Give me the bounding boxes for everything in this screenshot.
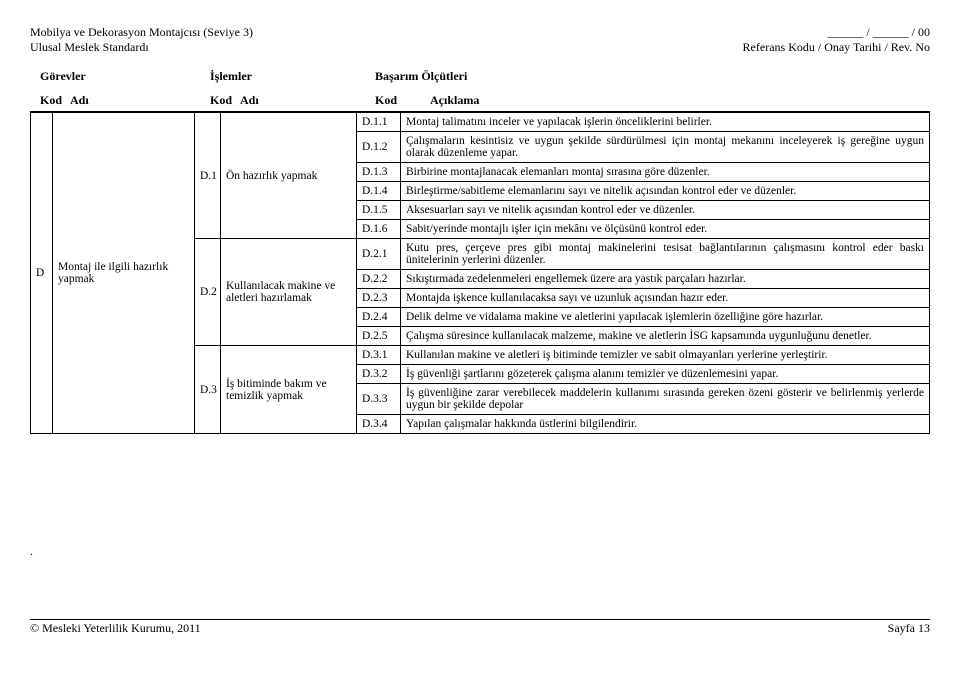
op-code-cell: D.3 bbox=[195, 346, 221, 434]
header-left: Mobilya ve Dekorasyon Montajcısı (Seviye… bbox=[30, 25, 253, 55]
op-name-cell: Ön hazırlık yapmak bbox=[221, 113, 357, 239]
heading-islemler: İşlemler bbox=[210, 69, 375, 84]
footer-copyright: © Mesleki Yeterlilik Kurumu, 2011 bbox=[30, 621, 201, 636]
criteria-text: Yapılan çalışmalar hakkında üstlerini bi… bbox=[401, 415, 930, 434]
header-date-blank: ______ / ______ / 00 bbox=[743, 25, 930, 40]
criteria-code: D.3.1 bbox=[357, 346, 401, 365]
section-headings: Görevler İşlemler Başarım Ölçütleri bbox=[30, 69, 930, 84]
criteria-text: İş güvenliği şartlarını gözeterek çalışm… bbox=[401, 365, 930, 384]
doc-header: Mobilya ve Dekorasyon Montajcısı (Seviye… bbox=[30, 25, 930, 55]
op-name-cell: Kullanılacak makine ve aletleri hazırlam… bbox=[221, 239, 357, 346]
criteria-code: D.1.3 bbox=[357, 163, 401, 182]
criteria-code: D.3.2 bbox=[357, 365, 401, 384]
footer-page: Sayfa 13 bbox=[888, 621, 930, 636]
main-code-cell: D bbox=[31, 113, 53, 434]
criteria-code: D.3.3 bbox=[357, 384, 401, 415]
criteria-code: D.1.1 bbox=[357, 113, 401, 132]
subhead-kod1: Kod bbox=[40, 93, 70, 108]
header-right: ______ / ______ / 00 Referans Kodu / Ona… bbox=[743, 25, 930, 55]
criteria-text: Birbirine montajlanacak elemanları monta… bbox=[401, 163, 930, 182]
header-title-line2: Ulusal Meslek Standardı bbox=[30, 40, 253, 55]
criteria-text: Çalışmaların kesintisiz ve uygun şekilde… bbox=[401, 132, 930, 163]
subhead-kod2: Kod bbox=[210, 93, 240, 108]
footer-dot: . bbox=[30, 544, 930, 559]
criteria-code: D.3.4 bbox=[357, 415, 401, 434]
criteria-text: Sabit/yerinde montajlı işler için mekânı… bbox=[401, 220, 930, 239]
table-row: D Montaj ile ilgili hazırlık yapmak D.1 … bbox=[31, 113, 930, 132]
criteria-table: D Montaj ile ilgili hazırlık yapmak D.1 … bbox=[30, 112, 930, 434]
criteria-text: Birleştirme/sabitleme elemanlarını sayı … bbox=[401, 182, 930, 201]
criteria-code: D.2.4 bbox=[357, 308, 401, 327]
criteria-text: Montaj talimatını inceler ve yapılacak i… bbox=[401, 113, 930, 132]
criteria-code: D.2.2 bbox=[357, 270, 401, 289]
criteria-text: İş güvenliğine zarar verebilecek maddele… bbox=[401, 384, 930, 415]
subhead-kod3: Kod bbox=[375, 93, 430, 108]
op-code-cell: D.2 bbox=[195, 239, 221, 346]
op-code-cell: D.1 bbox=[195, 113, 221, 239]
footer: © Mesleki Yeterlilik Kurumu, 2011 Sayfa … bbox=[30, 619, 930, 636]
criteria-code: D.1.5 bbox=[357, 201, 401, 220]
header-title-line1: Mobilya ve Dekorasyon Montajcısı (Seviye… bbox=[30, 25, 253, 40]
subhead-aciklama: Açıklama bbox=[430, 93, 920, 108]
criteria-text: Aksesuarları sayı ve nitelik açısından k… bbox=[401, 201, 930, 220]
criteria-text: Montajda işkence kullanılacaksa sayı ve … bbox=[401, 289, 930, 308]
heading-gorevler: Görevler bbox=[40, 69, 210, 84]
main-name-cell: Montaj ile ilgili hazırlık yapmak bbox=[53, 113, 195, 434]
criteria-code: D.2.1 bbox=[357, 239, 401, 270]
criteria-code: D.2.5 bbox=[357, 327, 401, 346]
subhead-adi1: Adı bbox=[70, 93, 210, 108]
criteria-code: D.2.3 bbox=[357, 289, 401, 308]
criteria-text: Delik delme ve vidalama makine ve aletle… bbox=[401, 308, 930, 327]
heading-basarim: Başarım Ölçütleri bbox=[375, 69, 920, 84]
criteria-text: Kutu pres, çerçeve pres gibi montaj maki… bbox=[401, 239, 930, 270]
criteria-code: D.1.2 bbox=[357, 132, 401, 163]
subhead-row: Kod Adı Kod Adı Kod Açıklama bbox=[30, 90, 930, 112]
criteria-code: D.1.4 bbox=[357, 182, 401, 201]
criteria-text: Kullanılan makine ve aletleri iş bitimin… bbox=[401, 346, 930, 365]
criteria-text: Sıkıştırmada zedelenmeleri engellemek üz… bbox=[401, 270, 930, 289]
op-name-cell: İş bitiminde bakım ve temizlik yapmak bbox=[221, 346, 357, 434]
criteria-code: D.1.6 bbox=[357, 220, 401, 239]
subhead-adi2: Adı bbox=[240, 93, 375, 108]
criteria-text: Çalışma süresince kullanılacak malzeme, … bbox=[401, 327, 930, 346]
header-ref: Referans Kodu / Onay Tarihi / Rev. No bbox=[743, 40, 930, 55]
